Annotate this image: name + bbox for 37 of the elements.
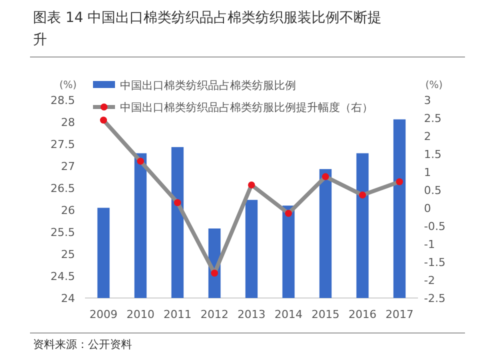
x-tick-label: 2011 <box>164 308 192 321</box>
title: 图表 14 中国出口棉类纺织品占棉类纺织服装比例不断提升 <box>33 10 382 48</box>
x-tick-label: 2013 <box>238 308 266 321</box>
y2-tick-label: -1 <box>424 238 435 251</box>
y2-axis-title: (%) <box>425 80 443 91</box>
y2-tick-label: 0 <box>424 202 431 215</box>
y2-tick-label: -2 <box>424 274 435 287</box>
y2-tick-label: -0.5 <box>424 220 446 233</box>
x-tick-label: 2012 <box>200 308 228 321</box>
text: 资料来源：公开资料 <box>33 338 132 351</box>
y2-tick-label: 0.5 <box>424 184 442 197</box>
y-tick-label: 24 <box>61 292 75 305</box>
y-tick-label: 25 <box>61 248 75 261</box>
legend-label: 中国出口棉类纺织品占棉类纺服比例 <box>120 79 296 92</box>
x-tick-label: 2016 <box>348 308 376 321</box>
x-tick-label: 2009 <box>90 308 118 321</box>
legend-label: 中国出口棉类纺织品占棉类纺服比例提升幅度（右） <box>120 101 373 114</box>
y2-tick-label: 1.5 <box>424 148 442 161</box>
y2-tick-label: 1 <box>424 166 431 179</box>
x-tick-label: 2017 <box>386 308 414 321</box>
y-tick-label: 26.5 <box>50 182 75 195</box>
y-tick-label: 24.5 <box>50 270 75 283</box>
x-tick-label: 2015 <box>312 308 340 321</box>
y2-tick-label: 3 <box>424 94 431 107</box>
x-tick-label: 2010 <box>126 308 154 321</box>
y-tick-label: 26 <box>61 204 75 217</box>
y-tick-label: 28 <box>61 116 75 129</box>
y-tick-label: 27 <box>61 160 75 173</box>
y-tick-label: 28.5 <box>50 94 75 107</box>
y2-tick-label: 2 <box>424 130 431 143</box>
y-tick-label: 27.5 <box>50 138 75 151</box>
y2-tick-label: 2.5 <box>424 112 442 125</box>
y-axis-title: (%) <box>59 80 77 91</box>
y2-tick-label: -2.5 <box>424 292 446 305</box>
y2-tick-label: -1.5 <box>424 256 446 269</box>
y-tick-label: 25.5 <box>50 226 75 239</box>
x-tick-label: 2014 <box>274 308 302 321</box>
